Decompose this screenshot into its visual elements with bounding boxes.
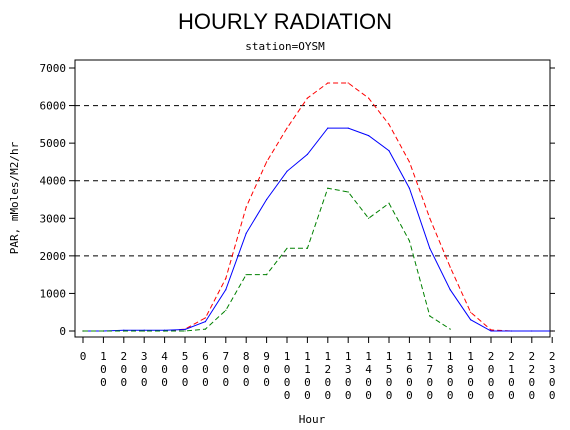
series-3-point [204,328,206,330]
reference-lines [75,105,550,257]
series-3-point [327,187,329,189]
y-axis: 0 1000 2000 3000 4000 5000 6000 7000 [40,62,555,338]
series-1-point [490,329,492,331]
series-1-point [327,82,329,84]
series-3-point [245,274,247,276]
series-3-point [123,330,125,332]
series-2-point [408,187,410,189]
y-tick-label: 7000 [40,62,67,75]
series-1-point [245,206,247,208]
series-2-point [470,319,472,321]
y-tick-label: 6000 [40,100,67,113]
series-2-point [245,232,247,234]
y-tick-label: 5000 [40,137,67,150]
series-2-point [490,330,492,332]
series-1-point [306,97,308,99]
series-3-point [368,217,370,219]
series-2-point [306,153,308,155]
series-3-point [164,330,166,332]
series-2-point [286,170,288,172]
series-3-point [306,247,308,249]
series-3-point [102,330,104,332]
series-2-point [510,330,512,332]
y-tick-label: 1000 [40,287,67,300]
series-1-point [368,97,370,99]
series-3-point [143,330,145,332]
series-line-1 [83,82,553,332]
series-2-point [531,330,533,332]
series-1-point [286,127,288,129]
y-tick-label: 0 [59,325,66,338]
series-2-point [225,289,227,291]
series-3-point [449,328,451,330]
chart-title: HOURLY RADIATION [178,9,392,34]
series-1-point [449,266,451,268]
x-axis: 0 1 0 0 2 0 0 3 0 0 4 0 0 5 0 0 6 0 0 7 0 0 8 0 0 9 0 0 1 0 0 0 1 1 0 0 1 2 0 0… [80,337,556,402]
series-3-point [347,191,349,193]
series-2-point [388,150,390,152]
y-tick-label: 3000 [40,212,67,225]
series-2-point [347,127,349,129]
series-1-point [388,123,390,125]
series-2-point [204,321,206,323]
series-2-point [429,247,431,249]
series-3-point [225,309,227,311]
series-1-point [266,161,268,163]
y-tick-label: 4000 [40,175,67,188]
series-2-point [449,289,451,291]
series-3-point [184,330,186,332]
x-axis-label: Hour [299,413,326,426]
series-3-point [388,202,390,204]
x-tick-label: 0 [80,350,87,363]
series-1-point [225,277,227,279]
chart-subtitle: station=OYSM [245,40,325,53]
y-axis-label: PAR, mMoles/M2/hr [8,141,21,254]
series-1-point [408,161,410,163]
y-tick-label: 2000 [40,250,67,263]
series-2-point [184,328,186,331]
series-3-point [408,240,410,242]
series-1-point [347,82,349,84]
series-line-3 [83,187,451,332]
series-line-2 [83,127,553,332]
series-3-point [429,315,431,317]
series-2-point [368,135,370,137]
series-1-point [204,317,206,319]
series-layer [82,82,553,332]
plot-frame [74,59,551,338]
series-1-point [429,217,431,219]
series-2-point [327,127,329,129]
series-3-point [286,247,288,249]
series-1-point [470,311,472,313]
series-3-point [266,274,268,276]
series-2-point [266,198,268,201]
series-3-point [82,330,84,332]
